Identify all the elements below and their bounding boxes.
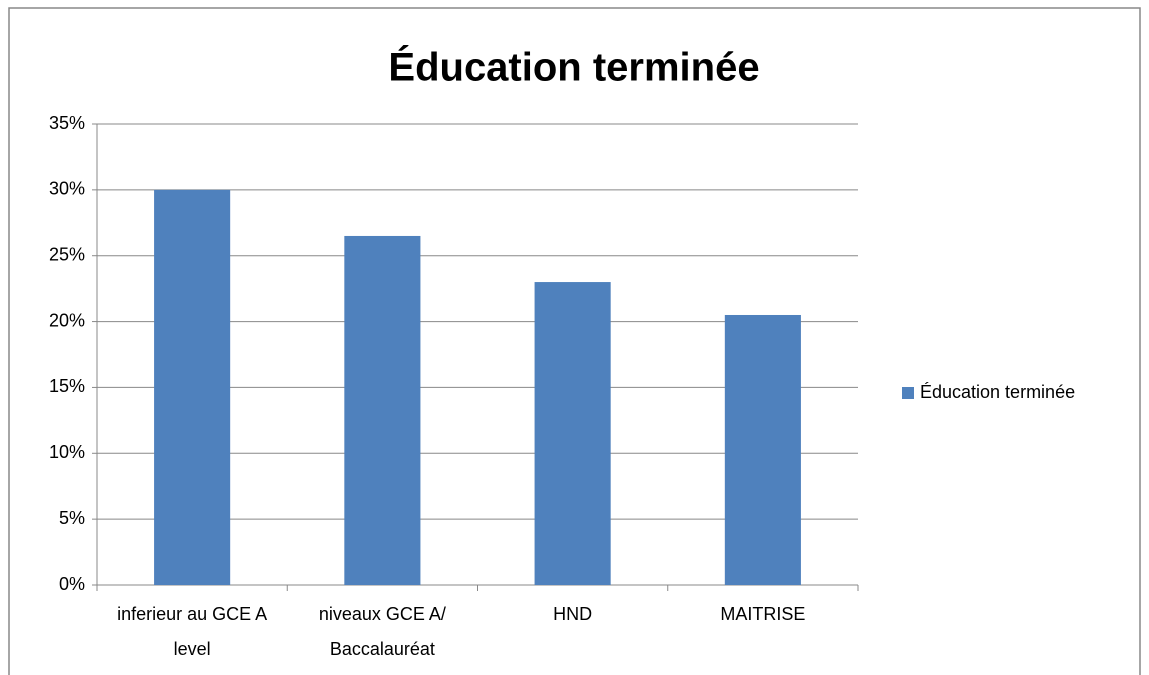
bar <box>154 189 231 585</box>
y-tick-label: 10% <box>49 442 85 462</box>
x-tick-label: niveaux GCE A/ Baccalauréat <box>318 604 446 659</box>
y-tick-label: 0% <box>59 574 85 594</box>
bar <box>724 314 801 585</box>
chart-title: Éducation terminée <box>388 45 759 90</box>
x-tick-label: MAITRISE <box>720 604 806 624</box>
chart-frame <box>8 7 1141 675</box>
legend-label: Éducation terminée <box>920 382 1075 402</box>
y-tick-label: 30% <box>49 179 85 199</box>
y-tick-label: 15% <box>49 376 85 396</box>
y-tick-label: 25% <box>49 244 85 264</box>
y-tick-label: 5% <box>59 508 85 528</box>
legend-swatch <box>902 387 914 399</box>
x-tick-label: HND <box>553 604 593 624</box>
bar <box>344 235 421 585</box>
y-tick-label: 35% <box>49 113 85 133</box>
bar <box>534 282 611 585</box>
y-tick-label: 20% <box>49 310 85 330</box>
x-tick-label: inferieur au GCE A level <box>117 604 268 659</box>
